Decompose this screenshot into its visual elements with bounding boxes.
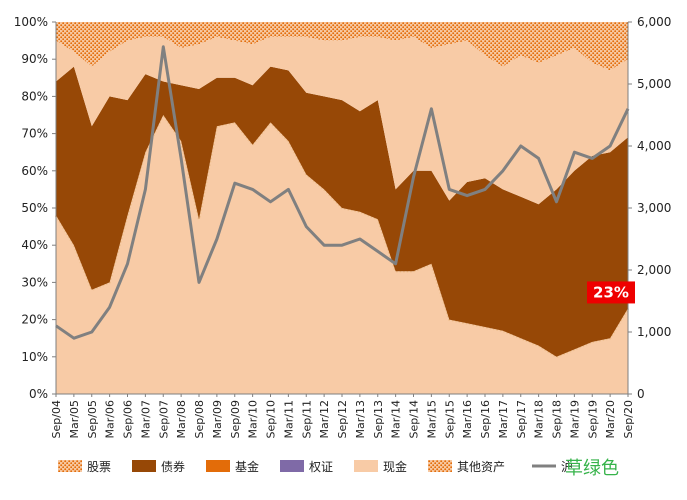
y-right-tick-label: 1,000	[637, 325, 671, 339]
legend-swatch-5	[428, 460, 452, 472]
x-tick-label-sep-16: Sep/16	[479, 400, 492, 438]
x-tick-label-sep-18: Sep/18	[551, 400, 564, 438]
x-tick-label-mar-14: Mar/14	[390, 400, 403, 438]
x-tick-label-sep-14: Sep/14	[408, 400, 421, 438]
x-tick-label-mar-11: Mar/11	[282, 400, 295, 438]
x-tick-label-sep-10: Sep/10	[265, 400, 278, 438]
x-tick-label-sep-08: Sep/08	[193, 400, 206, 438]
y-left-tick-label: 60%	[21, 164, 48, 178]
x-tick-label-sep-11: Sep/11	[300, 400, 313, 438]
y-left-tick-label: 10%	[21, 350, 48, 364]
x-tick-label-mar-07: Mar/07	[139, 400, 152, 438]
x-tick-label-sep-06: Sep/06	[122, 400, 135, 438]
x-tick-label-sep-09: Sep/09	[229, 400, 242, 438]
y-left-tick-label: 40%	[21, 238, 48, 252]
legend-label-3: 权证	[309, 460, 333, 474]
y-left-tick-label: 100%	[14, 15, 48, 29]
index-line	[55, 45, 630, 340]
legend-swatch-3	[280, 460, 304, 472]
legend-swatch-4	[354, 460, 378, 472]
x-tick-label-sep-15: Sep/15	[443, 400, 456, 438]
area-series-4	[56, 36, 628, 205]
y-right-tick-label: 5,000	[637, 77, 671, 91]
x-tick-label-sep-12: Sep/12	[336, 400, 349, 438]
x-tick-label-mar-12: Mar/12	[318, 400, 331, 438]
legend-swatch-0	[58, 460, 82, 472]
legend-swatch-1	[132, 460, 156, 472]
callout-box	[587, 281, 635, 304]
y-right-tick-label: 2,000	[637, 263, 671, 277]
y-left-tick-label: 90%	[21, 52, 48, 66]
y-left-tick-label: 80%	[21, 89, 48, 103]
x-tick-label-mar-10: Mar/10	[247, 400, 260, 438]
y-left-tick-label: 0%	[29, 387, 48, 401]
x-tick-label-mar-09: Mar/09	[211, 400, 224, 438]
legend-label-1: 债券	[161, 459, 185, 474]
y-left-tick-label: 50%	[21, 201, 48, 215]
y-left-tick-label: 30%	[21, 275, 48, 289]
y-right-tick-label: 6,000	[637, 15, 671, 29]
watermark-text: 草绿色	[565, 458, 619, 479]
x-tick-label-mar-19: Mar/19	[568, 400, 581, 438]
x-tick-label-mar-20: Mar/20	[604, 400, 617, 438]
y-right-tick-label: 0	[637, 387, 645, 401]
y-left-tick-label: 70%	[21, 127, 48, 141]
legend-label-6: 沪	[561, 460, 573, 474]
legend-label-4: 现金	[383, 459, 407, 474]
x-tick-label-sep-13: Sep/13	[372, 400, 385, 438]
y-right-tick-label: 4,000	[637, 139, 671, 153]
x-tick-label-mar-15: Mar/15	[425, 400, 438, 438]
y-left-tick-label: 20%	[21, 313, 48, 327]
legend-swatch-2	[206, 460, 230, 472]
y-right-tick-label: 3,000	[637, 201, 671, 215]
x-tick-label-mar-08: Mar/08	[175, 400, 188, 438]
callout-label: 23%	[593, 283, 629, 301]
x-tick-label-mar-16: Mar/16	[461, 400, 474, 438]
area-series-1	[56, 66, 628, 357]
legend-label-5: 其他资产	[457, 460, 505, 474]
legend-label-0: 股票	[87, 460, 111, 474]
x-tick-label-mar-06: Mar/06	[104, 400, 117, 438]
x-tick-label-sep-20: Sep/20	[622, 400, 635, 438]
x-tick-label-sep-17: Sep/17	[515, 400, 528, 438]
x-tick-label-mar-18: Mar/18	[533, 400, 546, 438]
x-tick-label-sep-07: Sep/07	[157, 400, 170, 438]
area-series-0	[56, 115, 628, 394]
x-tick-label-sep-19: Sep/19	[586, 400, 599, 438]
x-tick-label-sep-05: Sep/05	[86, 400, 99, 438]
x-tick-label-mar-17: Mar/17	[497, 400, 510, 438]
area-series-5	[56, 22, 628, 71]
legend-label-2: 基金	[235, 459, 259, 474]
x-tick-label-mar-13: Mar/13	[354, 400, 367, 438]
x-tick-label-sep-04: Sep/04	[50, 400, 63, 438]
x-tick-label-mar-05: Mar/05	[68, 400, 81, 438]
